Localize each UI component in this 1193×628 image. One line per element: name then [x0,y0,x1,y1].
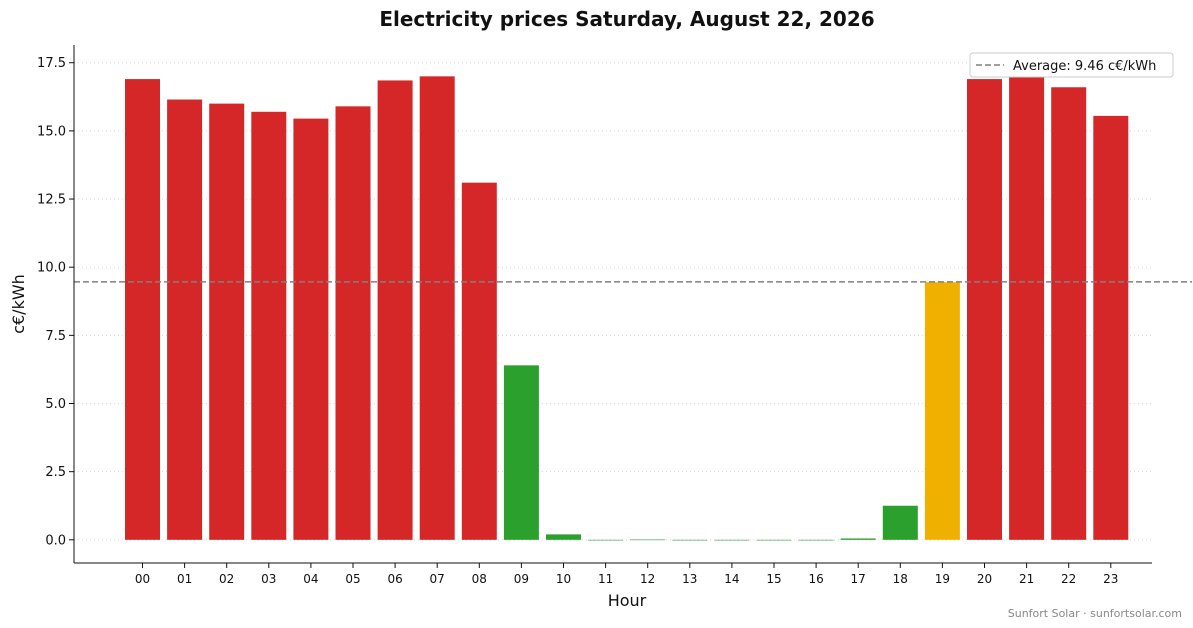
x-tick-label: 12 [640,572,655,586]
bar-hour-01 [167,99,203,540]
bar-hour-23 [1093,115,1129,540]
bar-hour-03 [251,111,287,540]
bar-hour-20 [967,79,1002,540]
x-tick-label: 21 [1019,572,1034,586]
x-tick-label: 02 [219,572,234,586]
bar-hour-09 [503,365,539,540]
x-tick-label: 01 [177,572,192,586]
y-tick-label: 17.5 [37,56,66,71]
bar-hour-22 [1051,87,1087,540]
x-tick-label: 04 [303,572,318,586]
x-axis-label: Hour [608,591,647,610]
y-tick-label: 0.0 [45,533,66,548]
bar-hour-19 [924,282,960,540]
bar-hour-06 [377,80,413,540]
x-tick-label: 07 [430,572,445,586]
x-tick-label: 10 [556,572,571,586]
x-tick-label: 15 [766,572,781,586]
y-tick-label: 12.5 [37,193,66,208]
y-tick-label: 10.0 [37,261,66,276]
bar-hour-16 [798,539,834,541]
x-tick-label: 09 [514,572,529,586]
bar-hour-07 [419,76,455,540]
bar-hour-15 [756,539,792,541]
bar-hour-04 [293,118,329,540]
bar-hour-12 [630,539,666,541]
chart-title: Electricity prices Saturday, August 22, … [379,7,874,31]
x-tick-label: 23 [1103,572,1118,586]
y-tick-label: 2.5 [45,465,66,480]
bar-hour-13 [672,539,708,541]
x-tick-label: 19 [935,572,950,586]
y-tick-label: 7.5 [45,329,66,344]
x-ticks: 00 01 02 03 04 05 06 07 08 09 10 11 12 13 14 15 16 17 18 19… [135,563,1118,586]
x-tick-label: 20 [977,572,992,586]
bar-hour-18 [882,505,918,540]
x-tick-label: 16 [808,572,823,586]
x-tick-label: 11 [598,572,613,586]
x-tick-label: 05 [345,572,360,586]
x-tick-label: 08 [472,572,487,586]
bars [125,73,1129,541]
x-tick-label: 00 [135,572,150,586]
x-tick-label: 18 [893,572,908,586]
bar-hour-17 [840,538,876,540]
x-tick-label: 14 [724,572,739,586]
x-tick-label: 22 [1061,572,1076,586]
legend-label: Average: 9.46 c€/kWh [1013,59,1156,74]
y-axis-label: c€/kWh [9,274,28,334]
bar-hour-14 [714,539,750,541]
bar-hour-00 [125,79,160,540]
y-tick-label: 15.0 [37,124,66,139]
legend-box [969,52,1174,78]
x-tick-label: 17 [851,572,866,586]
bar-hour-02 [209,103,245,540]
legend: Average: 9.46 c€/kWh [969,52,1174,78]
x-tick-label: 06 [387,572,402,586]
credit-text: Sunfort Solar · sunfortsolar.com [1008,607,1182,620]
bar-hour-10 [546,534,581,540]
bar-hour-08 [461,182,497,540]
bar-hour-21 [1009,73,1045,540]
x-tick-label: 03 [261,572,276,586]
y-tick-label: 5.0 [45,397,66,412]
bar-hour-11 [588,539,624,541]
x-tick-label: 13 [682,572,697,586]
bar-hour-05 [335,106,371,540]
y-ticks: 0.0 2.5 5.0 7.5 10.0 12.5 15.0 17.5 [37,56,74,548]
